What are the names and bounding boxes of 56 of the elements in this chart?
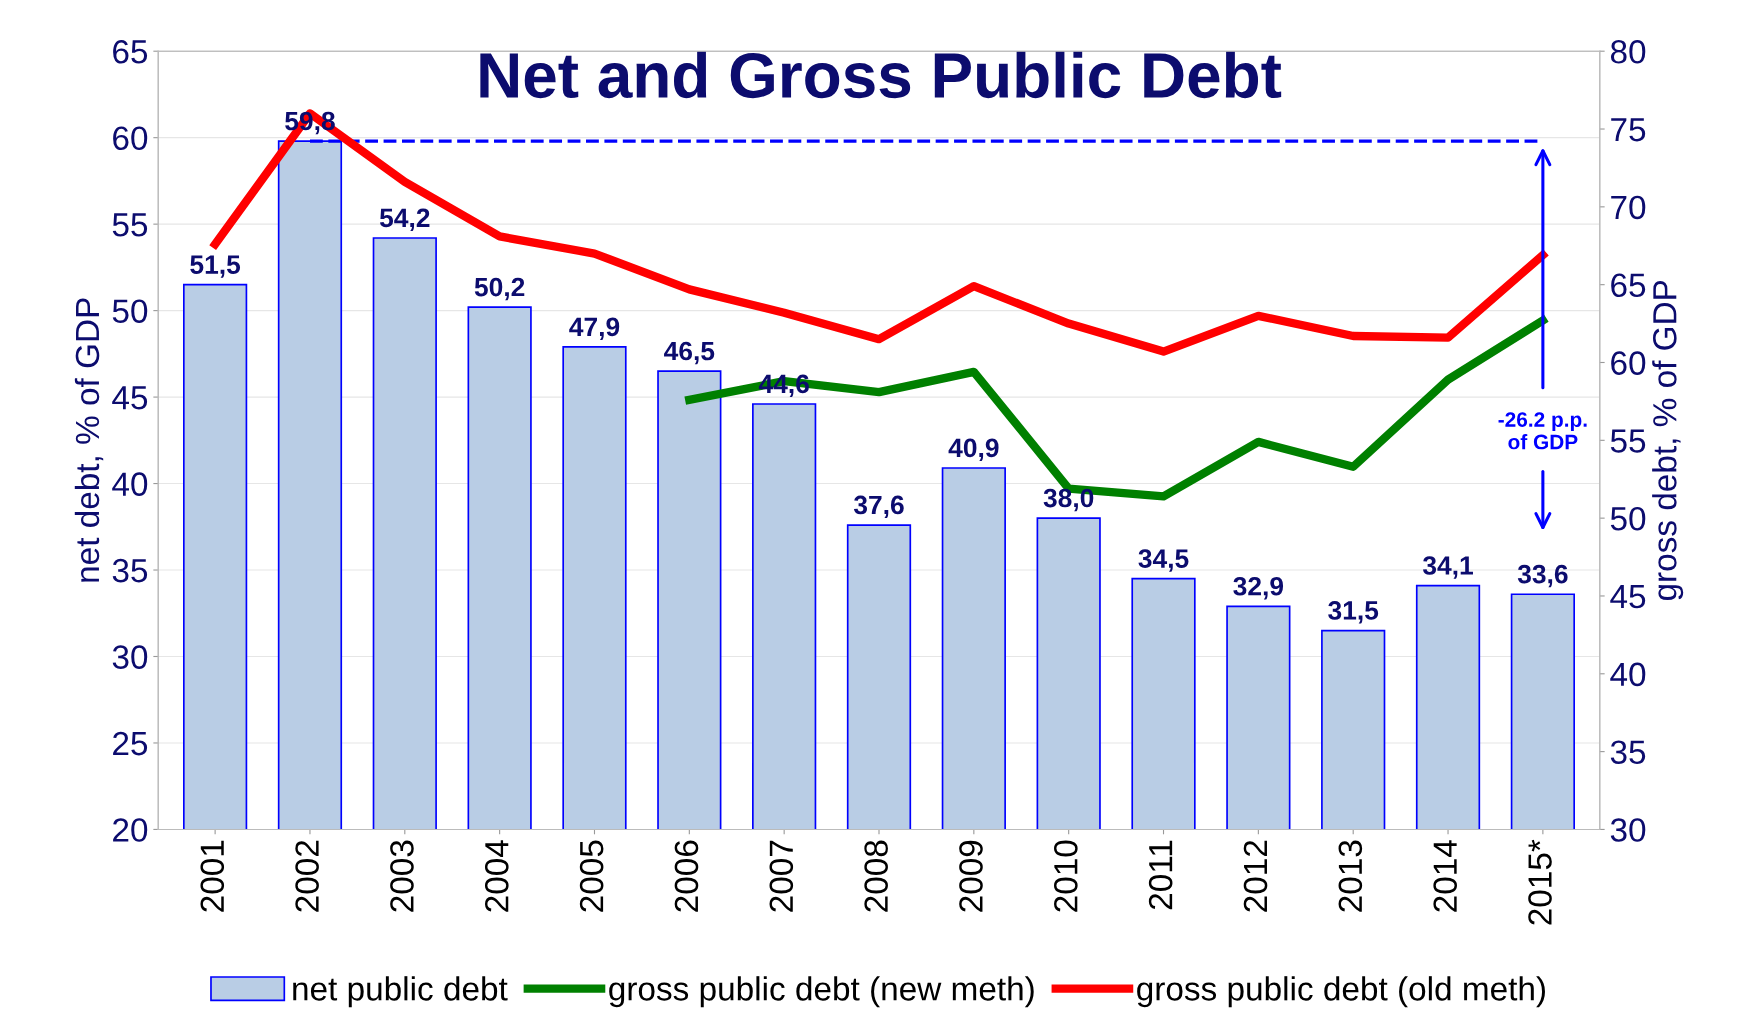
x-tick-label: 2004	[484, 840, 509, 912]
x-tick-label: 2009	[959, 840, 983, 912]
legend-label: gross public debt (new meth)	[609, 976, 1034, 1008]
x-tick-label: 2005	[579, 840, 604, 912]
y2-tick-label: 30	[1610, 818, 1646, 842]
x-tick-label: 2011	[1148, 840, 1173, 910]
y2-tick-label: 75	[1611, 118, 1646, 142]
data-label: 50,2	[474, 277, 525, 301]
y2-tick-label: 50	[1610, 506, 1646, 531]
legend-label: net public debt	[293, 976, 508, 1008]
y2-tick-label: 60	[1611, 351, 1646, 375]
x-tick-label: 2003	[390, 840, 414, 912]
legend-label: gross public debt (old meth)	[1137, 976, 1545, 1008]
y2-axis-title: gross debt, % of GDP	[1652, 280, 1684, 601]
y2-tick-label: 35	[1610, 740, 1646, 765]
x-tick-label: 2001	[200, 840, 225, 912]
x-tick-label: 2002	[295, 840, 319, 912]
y2-tick-label: 40	[1610, 662, 1646, 687]
y-tick-label: 65	[113, 40, 148, 64]
chart-title: Net and Gross Public Debt	[480, 51, 1282, 99]
x-tick-label: 2007	[769, 840, 794, 912]
x-tick-label: 2012	[1243, 840, 1268, 912]
data-label: 38,0	[1043, 488, 1094, 512]
y-tick-label: 20	[113, 818, 148, 842]
x-tick-label: 2013	[1338, 840, 1363, 912]
y-tick-label: 55	[112, 213, 148, 237]
y-tick-label: 35	[112, 558, 148, 583]
y-tick-label: 45	[112, 386, 148, 410]
y-tick-label: 40	[112, 472, 148, 496]
x-tick-label: 2015*	[1528, 839, 1552, 925]
y-tick-label: 30	[112, 645, 148, 669]
data-label: 37,6	[853, 495, 904, 519]
annotation: -26.2 p.p. of GDP	[1498, 412, 1587, 450]
y-tick-label: 50	[112, 299, 148, 324]
y2-tick-label: 45	[1610, 585, 1646, 609]
x-tick-label: 2006	[674, 840, 699, 912]
data-label: 32,9	[1233, 576, 1284, 600]
data-label: 34,5	[1138, 549, 1189, 572]
x-tick-label: 2014	[1433, 840, 1457, 912]
y-axis-title: net debt, % of GDP	[74, 298, 104, 582]
data-label: 51,5	[190, 255, 241, 278]
y2-tick-label: 70	[1611, 195, 1646, 220]
data-label: 33,6	[1517, 564, 1568, 588]
y2-tick-label: 55	[1610, 429, 1646, 453]
y-tick-label: 60	[113, 126, 148, 151]
y-tick-label: 25	[113, 731, 148, 756]
data-label: 46,5	[664, 341, 715, 365]
x-tick-label: 2010	[1054, 840, 1078, 912]
y2-tick-label: 65	[1611, 273, 1646, 298]
data-label: 54,2	[379, 208, 430, 232]
data-label: 31,5	[1328, 601, 1379, 624]
x-tick-label: 2008	[864, 840, 888, 912]
y2-tick-label: 80	[1610, 40, 1646, 64]
data-label: 40,9	[948, 438, 999, 462]
data-label: 47,9	[569, 317, 620, 340]
data-label: 34,1	[1422, 556, 1473, 579]
